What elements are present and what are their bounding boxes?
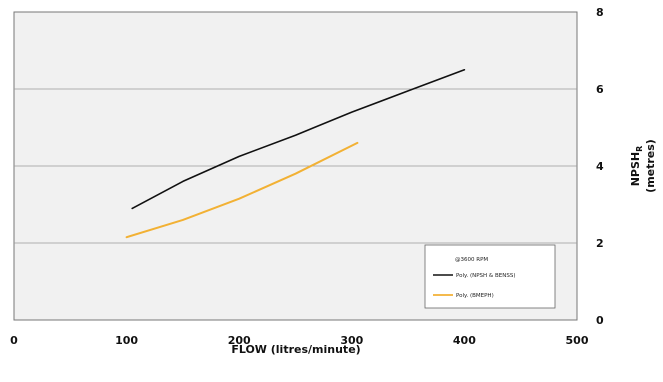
y-tick-label: 2 bbox=[596, 237, 604, 250]
series-line-2 bbox=[125, 141, 359, 239]
y-axis-title-main: NPSH bbox=[629, 152, 642, 186]
x-tick-label: 0 bbox=[10, 334, 18, 347]
x-tick-label: 300 bbox=[340, 334, 363, 347]
legend-label-series-1: Poly. (NPSH & BENSS) bbox=[456, 273, 515, 279]
y-tick-label: 4 bbox=[596, 160, 604, 173]
y-tick-label: 0 bbox=[596, 314, 604, 327]
y-tick-labels: 0 2 4 6 8 bbox=[596, 6, 604, 327]
gridlines bbox=[14, 88, 577, 244]
legend-box bbox=[424, 244, 556, 309]
y-tick-label: 8 bbox=[596, 6, 604, 19]
y-axis-title-subscript: R bbox=[635, 146, 644, 152]
legend: @3600 RPM Poly. (NPSH & BENSS) Poly. (BM… bbox=[424, 244, 556, 309]
x-tick-label: 100 bbox=[115, 334, 138, 347]
legend-title: @3600 RPM bbox=[455, 257, 488, 263]
x-tick-label: 400 bbox=[453, 334, 476, 347]
y-axis-title-units: (metres) bbox=[644, 139, 657, 193]
y-axis-title: NPSHR (metres) bbox=[629, 139, 657, 193]
series-layer bbox=[125, 69, 466, 239]
x-tick-labels: 0 100 200 300 400 500 bbox=[10, 334, 589, 347]
x-tick-label: 500 bbox=[566, 334, 589, 347]
y-tick-label: 6 bbox=[596, 83, 604, 96]
series-line-1 bbox=[131, 69, 466, 210]
x-axis-title: FLOW (litres/minute) bbox=[231, 343, 360, 356]
x-tick-label: 200 bbox=[228, 334, 251, 347]
legend-label-series-2: Poly. (BMEPH) bbox=[456, 293, 494, 299]
svg-text:NPSHR: NPSHR bbox=[629, 146, 644, 187]
